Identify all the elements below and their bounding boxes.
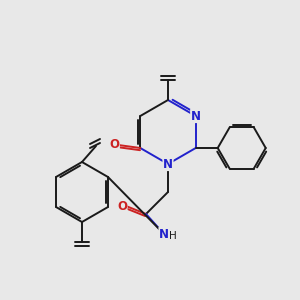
Text: N: N xyxy=(159,227,169,241)
Text: O: O xyxy=(109,139,119,152)
Text: N: N xyxy=(163,158,173,170)
Text: N: N xyxy=(191,110,201,122)
Text: O: O xyxy=(117,200,127,212)
Text: H: H xyxy=(169,231,177,241)
